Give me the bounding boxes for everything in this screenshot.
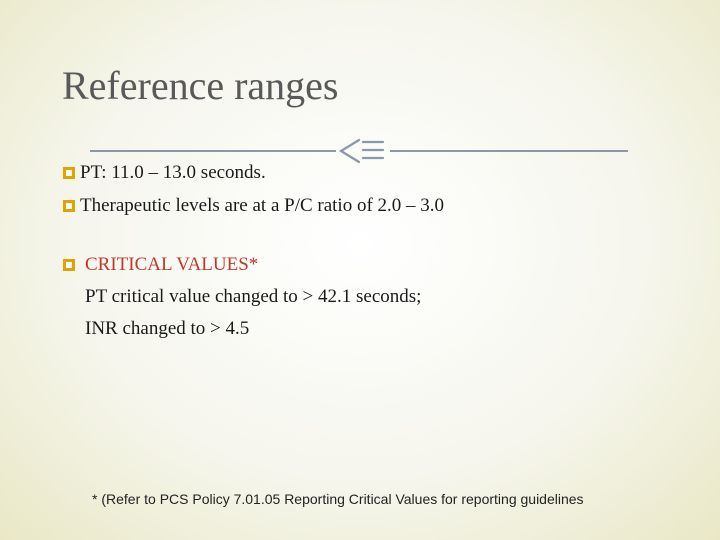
title-underline-left [90, 150, 336, 152]
checkbox-bullet-icon [63, 167, 75, 179]
bullet-therapeutic-levels: Therapeutic levels are at a P/C ratio of… [80, 195, 445, 216]
critical-pt-value: PT critical value changed to > 42.1 seco… [85, 286, 422, 307]
checkbox-bullet-icon [63, 259, 75, 271]
bullet-pt-range: PT: 11.0 – 13.0 seconds. [80, 162, 266, 183]
slide-title: Reference ranges [62, 63, 339, 108]
critical-values-heading: CRITICAL VALUES* [85, 254, 259, 275]
title-underline-right [390, 150, 628, 152]
decorative-lines-icon [338, 138, 385, 164]
critical-inr-value: INR changed to > 4.5 [85, 318, 250, 339]
footnote: * (Refer to PCS Policy 7.01.05 Reporting… [92, 491, 584, 507]
checkbox-bullet-icon [63, 200, 75, 212]
